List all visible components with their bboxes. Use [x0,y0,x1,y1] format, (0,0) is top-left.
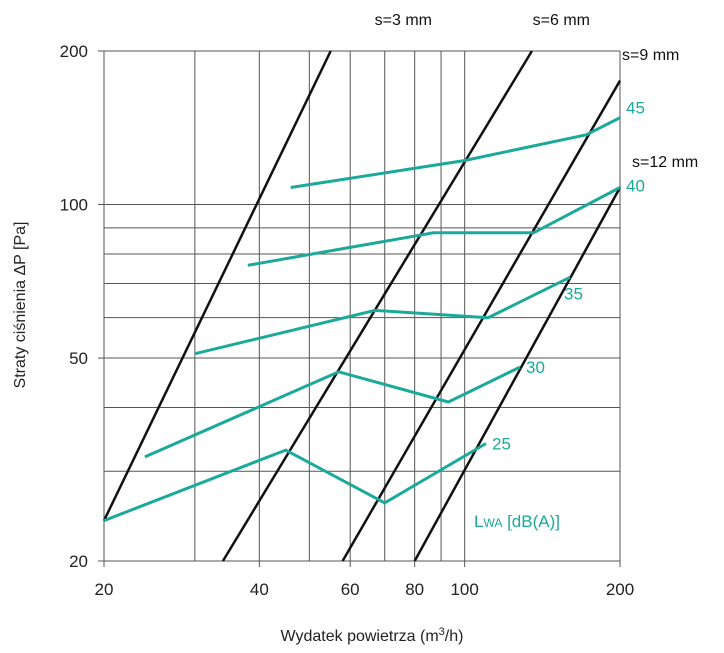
slot-line-label: s=12 mm [632,154,698,171]
slot-line [341,79,622,562]
y-axis-title: Straty ciśnienia ΔP [Pa] [12,222,29,389]
legend-title: LWA [dB(A)] [474,512,560,531]
slot-line [102,50,332,522]
slot-line-label: s=6 mm [533,12,590,29]
series-label: 25 [492,434,511,453]
series-line [103,442,487,522]
y-tick-label: 50 [69,349,88,368]
series-line [144,365,521,459]
x-tick-label: 60 [341,580,360,599]
slot-lines [102,50,622,562]
series-line [290,116,621,189]
y-tick-label: 20 [69,552,88,571]
series-label: 35 [564,284,583,303]
series-label: 45 [626,99,645,118]
x-tick-label: 200 [606,580,634,599]
line-labels: s=3 mm s=6 mm s=9 mm s=12 mm 45 40 35 30 25 [375,12,699,453]
slot-line-label: s=3 mm [375,12,432,29]
x-tick-label: 80 [405,580,424,599]
series [103,116,621,522]
slot-line-label: s=9 mm [622,47,679,64]
series-line [247,186,621,267]
series-line [194,275,571,356]
x-axis-title: Wydatek powietrza (m3/h) [281,626,464,645]
series-label: 40 [626,176,645,195]
x-tick-label: 40 [250,580,269,599]
x-tick-label: 100 [450,580,478,599]
slot-line [221,50,533,562]
y-tick-label: 200 [60,42,88,61]
x-tick-label: 20 [95,580,114,599]
slot-line [413,186,622,562]
y-tick-label: 100 [60,196,88,215]
tick-labels: 20 40 60 80 100 200 20 50 100 200 [60,42,635,599]
grid [98,50,621,567]
series-label: 30 [526,358,545,377]
